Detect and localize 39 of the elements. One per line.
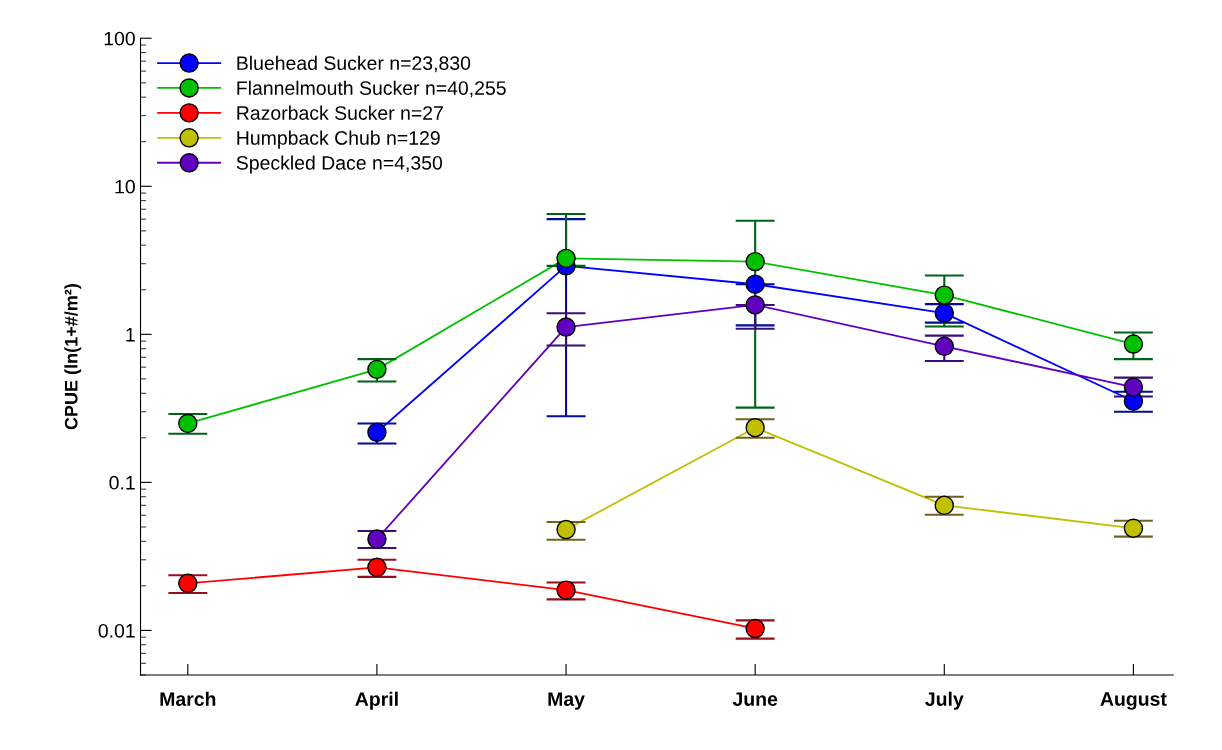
point: [745, 618, 765, 639]
point: [934, 303, 955, 323]
point: [745, 418, 765, 438]
x-tick-label: April: [355, 691, 398, 710]
legend-label: Speckled Dace n=4,350: [236, 155, 443, 174]
legend-label: Humpback Chub n=129: [237, 130, 440, 149]
point: [934, 495, 955, 516]
point: [367, 359, 387, 380]
point: [556, 519, 576, 540]
x-tick-label: March: [160, 691, 216, 706]
y-axis-title: CPUE (ln(1+#/m²): [64, 284, 82, 430]
x-tick-label: June: [732, 692, 778, 706]
y-tick-label: 0.1: [109, 475, 135, 490]
point: [556, 580, 576, 600]
point: [745, 274, 765, 294]
point: [367, 529, 387, 549]
point: [178, 413, 198, 434]
point: [745, 251, 765, 272]
point: [367, 557, 387, 578]
point: [178, 573, 198, 594]
y-tick-label: 100: [104, 31, 135, 46]
x-tick-label: July: [925, 691, 964, 710]
legend-label: Razorback Sucker n=27: [237, 105, 443, 120]
x-tick-label: August: [1100, 692, 1167, 710]
point: [745, 295, 765, 315]
legend-label: Flannelmouth Sucker n=40,255: [237, 80, 506, 98]
point: [934, 285, 955, 305]
point: [367, 422, 387, 443]
y-tick-label: 10: [115, 179, 135, 194]
legend-label: Bluehead Sucker n=23,830: [237, 55, 471, 73]
point: [556, 317, 576, 337]
point: [1123, 377, 1144, 397]
y-tick-label: 1: [126, 328, 135, 342]
point: [1123, 334, 1144, 354]
x-tick-label: May: [548, 692, 585, 710]
point: [1123, 518, 1144, 538]
point: [556, 248, 576, 269]
point: [934, 336, 955, 357]
y-tick-label: 0.01: [98, 623, 135, 638]
